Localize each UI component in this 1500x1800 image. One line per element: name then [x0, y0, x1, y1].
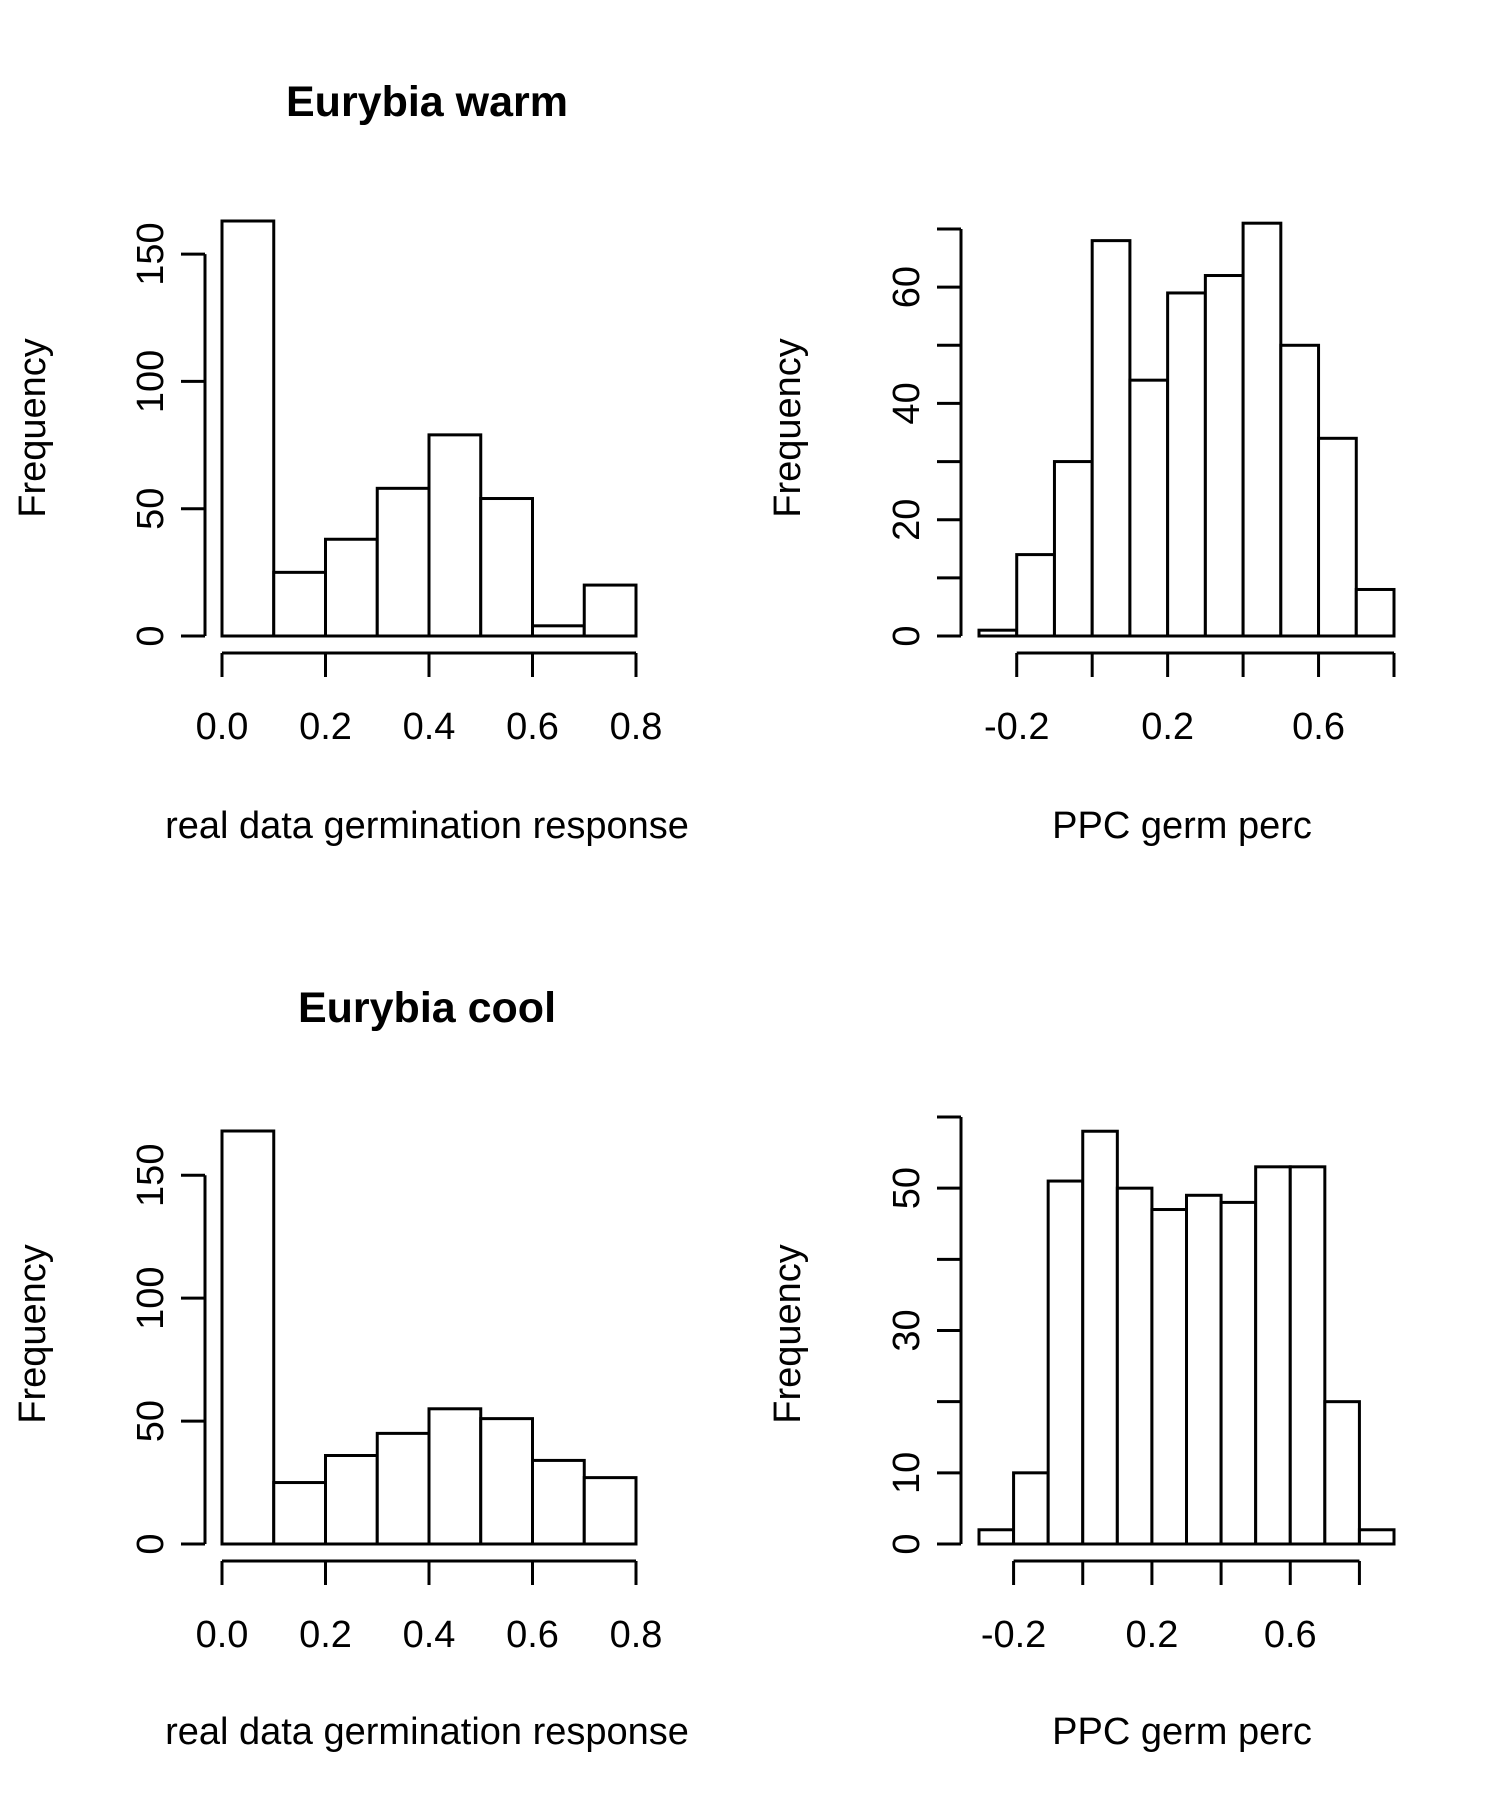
panel-2-y-axis: 0 20 40 60 [886, 227, 963, 647]
panel-4-bar-8 [1219, 1200, 1258, 1546]
panel-2-y-tick-label-40: 40 [886, 382, 928, 424]
panel-3-y-tick-label-0: 0 [130, 1533, 172, 1554]
panel-1-y-axis: 0 50 100 150 [130, 222, 207, 647]
panel-1-x-axis: 0.0 0.2 0.4 0.6 0.8 [196, 651, 663, 748]
panel-1-y-tick-label-100: 100 [130, 350, 172, 413]
panel-4-bar-3 [1046, 1179, 1085, 1546]
panel-3-title: Eurybia cool [298, 984, 556, 1032]
panel-4-x-axis-label: PPC germ perc [1052, 1711, 1312, 1753]
panel-4-bar-9 [1254, 1165, 1292, 1546]
panel-4: -0.2 0.2 0.6 0 10 30 50 PPC germ perc Frequen… [767, 1115, 1396, 1753]
panel-2-bar-6 [1166, 291, 1207, 638]
panel-4-y-axis: 0 10 30 50 [886, 1115, 963, 1555]
panel-3-bar-6 [479, 1417, 534, 1546]
panel-3-y-tick-label-150: 150 [130, 1144, 172, 1207]
panel-2-x-tick-label-0.6: 0.6 [1292, 706, 1345, 748]
panel-3-bar-3 [324, 1454, 379, 1546]
panel-4-bar-7 [1185, 1193, 1223, 1546]
panel-4-bar-12 [1357, 1528, 1396, 1546]
panel-4-bars [977, 1129, 1396, 1546]
panel-1: Eurybia warm 0.0 0.2 0.4 0.6 0.8 0 50 100 150 r… [12, 78, 689, 847]
panel-1-x-tick-label-0.6: 0.6 [506, 706, 559, 748]
panel-3-bar-7 [531, 1458, 586, 1546]
panel-2-bar-8 [1241, 221, 1283, 638]
panel-2: -0.2 0.2 0.6 0 20 40 60 PPC germ perc Frequen… [767, 221, 1396, 847]
panel-1-title: Eurybia warm [286, 78, 568, 126]
panel-3-x-tick-label-0: 0.0 [196, 1614, 249, 1656]
panel-4-y-tick-label-50: 50 [886, 1167, 928, 1209]
panel-2-x-axis: -0.2 0.2 0.6 [984, 651, 1396, 748]
panel-4-bar-2 [1012, 1471, 1050, 1546]
panel-4-bar-1 [977, 1528, 1016, 1546]
panel-2-x-tick-label--0.2: -0.2 [984, 706, 1049, 748]
panel-3-x-tick-label-0.8: 0.8 [610, 1614, 663, 1656]
panel-4-x-tick-label--0.2: -0.2 [981, 1614, 1046, 1656]
panel-2-y-tick-label-0: 0 [886, 625, 928, 646]
panel-4-y-tick-label-10: 10 [886, 1452, 928, 1494]
panel-2-y-axis-label: Frequency [767, 338, 809, 518]
panel-2-y-tick-label-20: 20 [886, 499, 928, 541]
panel-2-bar-10 [1317, 436, 1358, 638]
panel-3-bar-1 [220, 1129, 276, 1546]
panel-2-bar-7 [1203, 274, 1245, 638]
panel-3-bar-8 [582, 1476, 638, 1546]
panel-4-y-tick-label-0: 0 [886, 1533, 928, 1554]
panel-2-bar-3 [1052, 460, 1094, 638]
panel-3-y-axis: 0 50 100 150 [130, 1144, 207, 1555]
panel-2-bar-2 [1015, 553, 1056, 638]
panel-1-y-axis-label: Frequency [12, 338, 54, 518]
panel-1-bar-3 [324, 537, 379, 638]
panel-4-x-tick-label-0.6: 0.6 [1264, 1614, 1317, 1656]
panel-3-x-axis: 0.0 0.2 0.4 0.6 0.8 [196, 1559, 663, 1656]
panel-1-y-tick-label-0: 0 [130, 625, 172, 646]
panel-1-x-tick-label-0.4: 0.4 [403, 706, 456, 748]
panel-4-bar-4 [1081, 1129, 1119, 1546]
panel-1-x-tick-label-0.2: 0.2 [299, 706, 352, 748]
panel-2-bars [977, 221, 1396, 638]
panel-2-bar-1 [977, 628, 1019, 638]
panel-2-x-tick-label-0.2: 0.2 [1141, 706, 1194, 748]
panel-4-bar-10 [1288, 1165, 1327, 1546]
panel-3-y-tick-label-100: 100 [130, 1266, 172, 1329]
panel-1-bars [220, 219, 638, 638]
panel-2-bar-9 [1279, 343, 1321, 638]
panel-4-y-tick-label-30: 30 [886, 1309, 928, 1351]
panel-3-x-tick-label-0.2: 0.2 [299, 1614, 352, 1656]
panel-4-bar-11 [1323, 1400, 1361, 1546]
panel-2-y-tick-label-60: 60 [886, 266, 928, 308]
panel-2-bar-5 [1128, 378, 1170, 638]
panel-4-x-axis: -0.2 0.2 0.6 [981, 1559, 1361, 1656]
panel-3-bar-5 [427, 1407, 483, 1546]
panel-3-y-axis-label: Frequency [12, 1244, 54, 1424]
panel-4-bar-6 [1150, 1208, 1188, 1546]
panel-3-x-tick-label-0.4: 0.4 [403, 1614, 456, 1656]
panel-3-bar-2 [272, 1481, 327, 1546]
panel-4-bar-5 [1115, 1186, 1154, 1546]
panel-2-bar-4 [1090, 239, 1132, 638]
panel-1-y-tick-label-150: 150 [130, 222, 172, 285]
panel-1-bar-5 [427, 433, 483, 638]
panel-1-bar-2 [272, 570, 327, 638]
panel-3-x-tick-label-0.6: 0.6 [506, 1614, 559, 1656]
panel-2-bar-11 [1354, 587, 1396, 638]
panel-1-x-tick-label-0.8: 0.8 [610, 706, 663, 748]
panel-1-bar-4 [375, 486, 431, 638]
panel-1-x-axis-label: real data germination response [165, 805, 689, 847]
panel-1-bar-8 [582, 583, 638, 638]
panel-3-bars [220, 1129, 638, 1546]
panel-1-bar-6 [479, 497, 534, 638]
panel-4-y-axis-label: Frequency [767, 1244, 809, 1424]
panel-3-x-axis-label: real data germination response [165, 1711, 689, 1753]
panel-1-y-tick-label-50: 50 [130, 488, 172, 530]
panel-1-bar-1 [220, 219, 276, 638]
panel-3: Eurybia cool 0.0 0.2 0.4 0.6 0.8 0 50 100 150 r… [12, 984, 689, 1753]
panel-1-bar-7 [531, 624, 586, 638]
panel-2-x-axis-label: PPC germ perc [1052, 805, 1312, 847]
panel-3-y-tick-label-50: 50 [130, 1400, 172, 1442]
panel-4-x-tick-label-0.2: 0.2 [1126, 1614, 1179, 1656]
panel-1-x-tick-label-0: 0.0 [196, 706, 249, 748]
panel-3-bar-4 [375, 1431, 431, 1546]
